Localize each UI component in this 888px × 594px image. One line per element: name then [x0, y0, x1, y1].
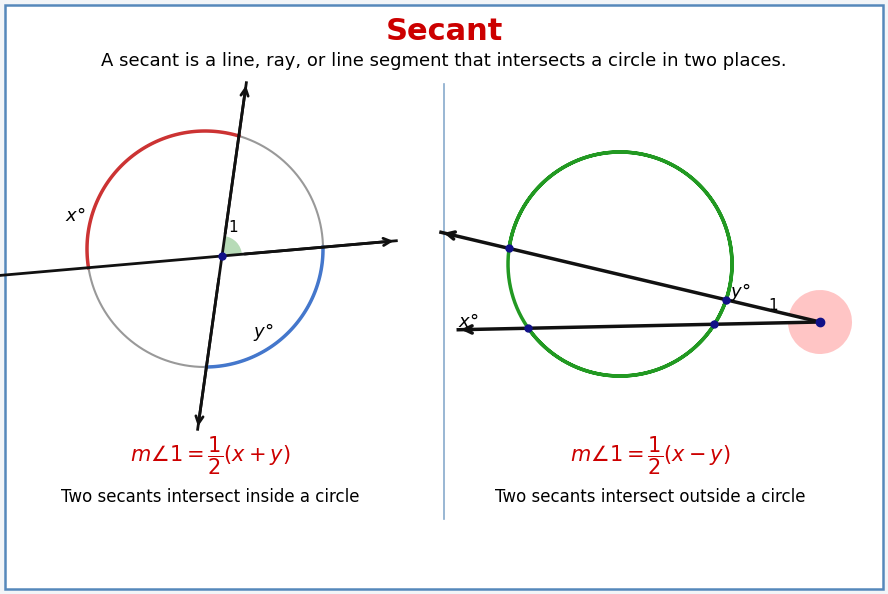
Text: 1: 1 — [228, 220, 238, 235]
Text: $y°$: $y°$ — [730, 281, 750, 303]
Text: Two secants intersect outside a circle: Two secants intersect outside a circle — [495, 488, 805, 506]
Text: $y°$: $y°$ — [253, 321, 274, 343]
Text: A secant is a line, ray, or line segment that intersects a circle in two places.: A secant is a line, ray, or line segment… — [101, 52, 787, 70]
Wedge shape — [788, 290, 852, 354]
Text: $x°$: $x°$ — [65, 207, 85, 225]
Text: 1: 1 — [768, 298, 778, 313]
Wedge shape — [222, 236, 242, 256]
Text: Secant: Secant — [385, 17, 503, 46]
Text: Two secants intersect inside a circle: Two secants intersect inside a circle — [60, 488, 360, 506]
Text: $m\angle 1=\dfrac{1}{2}(x+y)$: $m\angle 1=\dfrac{1}{2}(x+y)$ — [130, 435, 290, 477]
FancyBboxPatch shape — [5, 5, 883, 589]
Text: $m\angle 1=\dfrac{1}{2}(x-y)$: $m\angle 1=\dfrac{1}{2}(x-y)$ — [570, 435, 730, 477]
Text: $x°$: $x°$ — [458, 313, 479, 331]
